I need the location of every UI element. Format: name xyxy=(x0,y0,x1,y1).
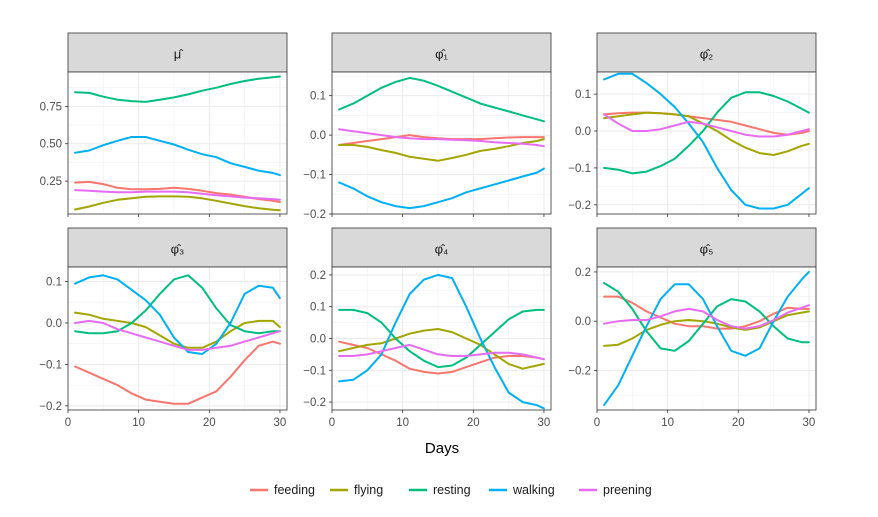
series-line-walking xyxy=(74,136,281,177)
x-tick-label: 0 xyxy=(329,417,335,429)
facet-title: φ̂₅ xyxy=(700,242,714,257)
y-tick-label: 0.1 xyxy=(310,302,326,314)
series-line-flying xyxy=(74,195,281,212)
facet-strip xyxy=(596,227,817,268)
series-line-preening xyxy=(338,128,545,148)
legend-label-flying: flying xyxy=(354,483,383,497)
y-tick-label: 0.75 xyxy=(40,101,62,113)
x-tick-label: 10 xyxy=(132,417,145,429)
y-tick-label: 0.1 xyxy=(575,89,591,101)
y-tick-label: 0.0 xyxy=(575,316,591,328)
series-line-resting xyxy=(338,76,545,123)
series-line-walking xyxy=(603,72,810,210)
y-tick-label: 0.0 xyxy=(310,130,326,142)
y-tick-label: −0.2 xyxy=(568,366,591,378)
y-tick-label: 0.0 xyxy=(310,334,326,346)
y-tick-label: −0.1 xyxy=(568,163,591,175)
series-line-preening xyxy=(338,343,545,361)
y-tick-label: 0.25 xyxy=(40,176,62,188)
series-line-feeding xyxy=(338,340,545,375)
panel-background xyxy=(597,72,816,214)
y-tick-label: −0.2 xyxy=(568,200,591,212)
facet-title: φ̂₄ xyxy=(435,242,449,257)
x-tick-label: 30 xyxy=(803,417,816,429)
y-tick-label: −0.2 xyxy=(303,397,326,409)
x-tick-label: 20 xyxy=(467,417,480,429)
y-tick-label: −0.1 xyxy=(303,170,326,182)
series-line-walking xyxy=(338,273,545,410)
panel-border xyxy=(67,266,288,411)
facet-strip xyxy=(331,32,552,73)
y-tick-label: −0.2 xyxy=(303,209,326,221)
y-tick-label: −0.1 xyxy=(39,359,62,371)
x-tick-label: 30 xyxy=(274,417,287,429)
y-tick-label: 0.1 xyxy=(310,91,326,103)
series-line-flying xyxy=(338,138,545,162)
facet-title: φ̂₂ xyxy=(700,47,713,62)
panel-border xyxy=(596,71,817,215)
x-tick-label: 0 xyxy=(594,417,600,429)
legend-label-walking: walking xyxy=(512,483,555,497)
facet-title: φ̂₁ xyxy=(435,47,448,62)
panel-border xyxy=(596,266,817,411)
facet-strip xyxy=(596,32,817,73)
y-tick-label: 0.2 xyxy=(575,267,591,279)
x-tick-label: 0 xyxy=(65,417,71,429)
y-tick-label: 0.0 xyxy=(575,126,591,138)
series-line-walking xyxy=(74,274,281,355)
x-tick-label: 10 xyxy=(661,417,674,429)
x-tick-label: 20 xyxy=(203,417,216,429)
series-line-preening xyxy=(603,304,810,330)
series-line-preening xyxy=(74,319,281,351)
series-line-flying xyxy=(338,328,545,370)
panel-border xyxy=(331,71,552,215)
series-line-walking xyxy=(338,167,545,210)
series-line-resting xyxy=(338,308,545,369)
legend-label-preening: preening xyxy=(603,483,652,497)
legend-label-feeding: feeding xyxy=(274,483,315,497)
legend-label-resting: resting xyxy=(433,483,471,497)
series-line-resting xyxy=(603,91,810,175)
panel-border xyxy=(67,71,288,215)
series-line-preening xyxy=(74,189,281,201)
series-line-flying xyxy=(603,111,810,156)
facet-title: μ̂ xyxy=(174,47,184,62)
series-line-flying xyxy=(603,310,810,347)
y-tick-label: 0.50 xyxy=(40,139,62,151)
facet-strip xyxy=(67,32,288,73)
series-line-walking xyxy=(603,270,810,407)
x-tick-label: 30 xyxy=(538,417,551,429)
series-line-resting xyxy=(74,274,281,335)
series-line-feeding xyxy=(74,340,281,405)
y-tick-label: −0.1 xyxy=(303,365,326,377)
facet-strip xyxy=(331,227,552,268)
x-axis-title: Days xyxy=(425,440,459,457)
x-tick-label: 10 xyxy=(396,417,409,429)
y-tick-label: 0.1 xyxy=(46,277,62,289)
y-tick-label: −0.2 xyxy=(39,401,62,413)
y-tick-label: 0.0 xyxy=(46,318,62,330)
series-line-resting xyxy=(74,75,281,103)
y-tick-label: 0.2 xyxy=(310,270,326,282)
series-line-preening xyxy=(603,113,810,138)
x-tick-label: 20 xyxy=(732,417,745,429)
facet-title: φ̂₃ xyxy=(171,242,185,257)
